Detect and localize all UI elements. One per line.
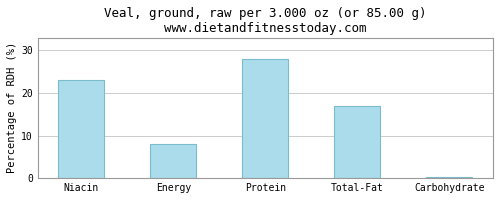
Bar [334,106,380,178]
Title: Veal, ground, raw per 3.000 oz (or 85.00 g)
www.dietandfitnesstoday.com: Veal, ground, raw per 3.000 oz (or 85.00… [104,7,426,35]
Bar [426,177,472,178]
Bar [242,59,288,178]
Bar [58,80,104,178]
Y-axis label: Percentage of RDH (%): Percentage of RDH (%) [7,42,17,173]
Bar [150,144,196,178]
